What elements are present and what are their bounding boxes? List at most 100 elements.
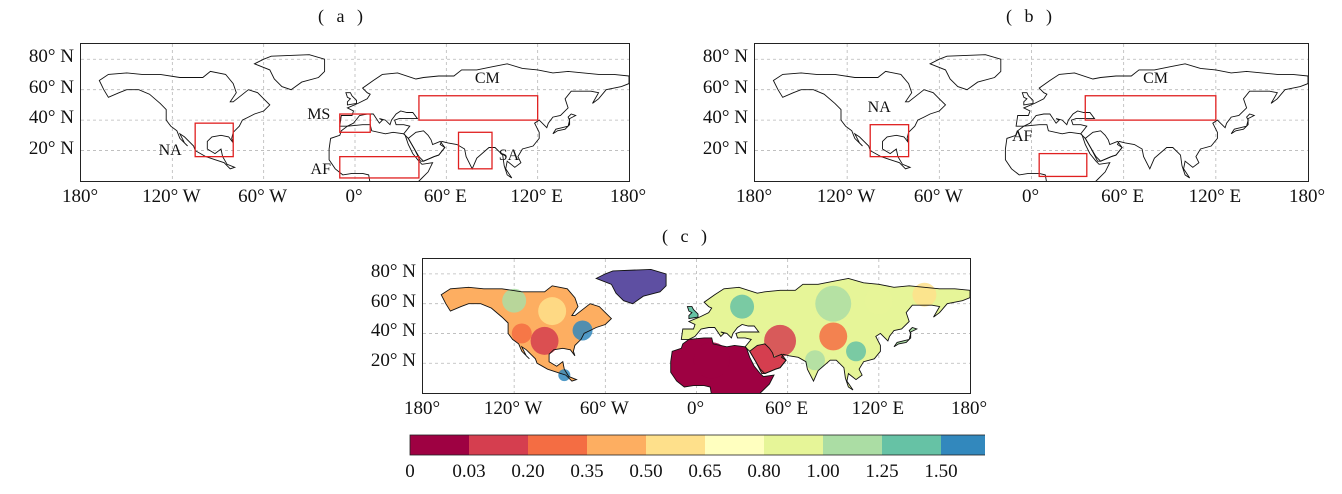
- field-blob: [864, 286, 893, 315]
- lat-tick-label: 20° N: [28, 137, 74, 159]
- map-panel-a: [80, 43, 630, 182]
- colorbar-tick-label: 1.50: [924, 461, 958, 482]
- lon-tick-label: 60° E: [765, 398, 809, 419]
- panel-a-label: ( a ): [318, 6, 367, 26]
- lon-tick-label: 180°: [61, 186, 99, 207]
- lon-tick-label: 180°: [609, 186, 647, 207]
- region-box-cm: [418, 95, 539, 121]
- map-b-svg: [755, 44, 1308, 181]
- coastline-eurasia: [680, 277, 970, 391]
- coastline-japan: [893, 326, 918, 348]
- lon-tick-label: 120° W: [483, 398, 543, 419]
- coastlines: [98, 54, 629, 181]
- lat-tick-label: 40° N: [370, 320, 416, 342]
- colorbar-segment: [646, 435, 705, 455]
- lat-tick-label: 80° N: [28, 46, 74, 68]
- colorbar-segment: [705, 435, 764, 455]
- lon-tick-label: 60° E: [423, 186, 467, 207]
- field-greenland: [596, 269, 667, 304]
- panel-b-label: ( b ): [1006, 6, 1056, 26]
- lat-tick-label: 40° N: [28, 107, 74, 129]
- lat-tick-label: 80° N: [702, 46, 748, 68]
- field-blob: [846, 341, 867, 362]
- region-box-af: [1038, 152, 1088, 178]
- colorbar-tick-label: 1.25: [865, 461, 899, 482]
- region-label-af: AF: [310, 161, 331, 179]
- coastline-northAmerica: [772, 70, 947, 170]
- colorbar-tick-label: 0: [405, 461, 415, 482]
- coastline-greenland: [928, 54, 1002, 91]
- coastline-arabia: [749, 343, 787, 375]
- colorbar-tick-label: 1.00: [806, 461, 840, 482]
- lon-tick-label: 0°: [345, 186, 363, 207]
- coastline-greenland: [253, 54, 326, 91]
- field-blob: [730, 294, 755, 319]
- lon-tick-label: 180°: [735, 186, 773, 207]
- lon-tick-label: 180°: [950, 398, 988, 419]
- lon-tick-label: 60° E: [1101, 186, 1145, 207]
- coastline-greenland: [595, 268, 667, 305]
- colorbar-tick-label: 0.20: [511, 461, 545, 482]
- colorbar-segment: [469, 435, 528, 455]
- lon-tick-label: 0°: [686, 398, 705, 419]
- lon-tick-label: 60° W: [913, 186, 963, 207]
- lon-tick-label: 120° E: [1188, 186, 1242, 207]
- region-label-na: NA: [158, 141, 182, 159]
- field-blob: [502, 288, 527, 313]
- colorbar-segment: [528, 435, 587, 455]
- map-c-svg: [423, 259, 970, 393]
- colorbar: [409, 434, 985, 456]
- lon-tick-label: 180°: [1288, 186, 1326, 207]
- field-blob: [538, 297, 567, 326]
- colorbar-tick-label: 0.80: [747, 461, 781, 482]
- field-blob: [805, 350, 825, 371]
- lat-tick-label: 60° N: [370, 290, 416, 312]
- lon-tick-label: 60° W: [238, 186, 288, 207]
- coastline-africa: [1004, 124, 1111, 181]
- field-blob: [511, 323, 532, 344]
- colorbar-tick-label: 0.03: [452, 461, 486, 482]
- lon-tick-label: 60° W: [579, 398, 629, 419]
- region-label-na: NA: [867, 98, 891, 116]
- region-label-cm: CM: [474, 69, 500, 87]
- coastline-britain: [1021, 92, 1034, 106]
- coastline-britain: [345, 92, 357, 106]
- lat-tick-label: 80° N: [370, 260, 416, 282]
- coastline-britain: [686, 306, 699, 320]
- coastline-arabia: [1084, 130, 1123, 162]
- region-box-na: [869, 124, 910, 158]
- coastline-eurasia: [339, 63, 629, 179]
- field-blob: [764, 324, 797, 357]
- region-box-sa: [457, 131, 493, 170]
- colorbar-segment: [764, 435, 823, 455]
- coastline-africa: [670, 337, 775, 393]
- field-blob: [572, 320, 593, 341]
- coastlines: [772, 54, 1308, 181]
- coastline-arabia: [407, 130, 446, 162]
- lon-tick-label: 120° W: [816, 186, 876, 207]
- lon-tick-label: 120° W: [142, 186, 201, 207]
- region-label-cm: CM: [1143, 69, 1168, 87]
- coastline-japan: [552, 113, 577, 135]
- region-box-na: [194, 122, 234, 158]
- panel-c-label: ( c ): [662, 226, 711, 246]
- colorbar-tick-label: 0.50: [629, 461, 663, 482]
- lon-tick-label: 120° E: [510, 186, 563, 207]
- region-box-ms: [339, 113, 371, 133]
- lon-tick-label: 120° E: [851, 398, 905, 419]
- map-panel-b: [754, 43, 1309, 182]
- coastlines: [440, 268, 970, 393]
- coastline-eurasia: [1015, 63, 1308, 179]
- field-blob: [530, 326, 559, 355]
- lat-tick-label: 60° N: [28, 76, 74, 98]
- lon-tick-label: 180°: [403, 398, 441, 419]
- coastline-northAmerica: [98, 70, 271, 170]
- region-label-ms: MS: [307, 106, 331, 124]
- region-label-sa: SA: [498, 146, 520, 164]
- colorbar-segment: [587, 435, 646, 455]
- lon-tick-label: 0°: [1021, 186, 1040, 207]
- field-blob: [693, 342, 730, 379]
- colorbar-tick-label: 0.65: [688, 461, 722, 482]
- colorbar-outline: [409, 434, 985, 456]
- grid-lines: [81, 44, 629, 181]
